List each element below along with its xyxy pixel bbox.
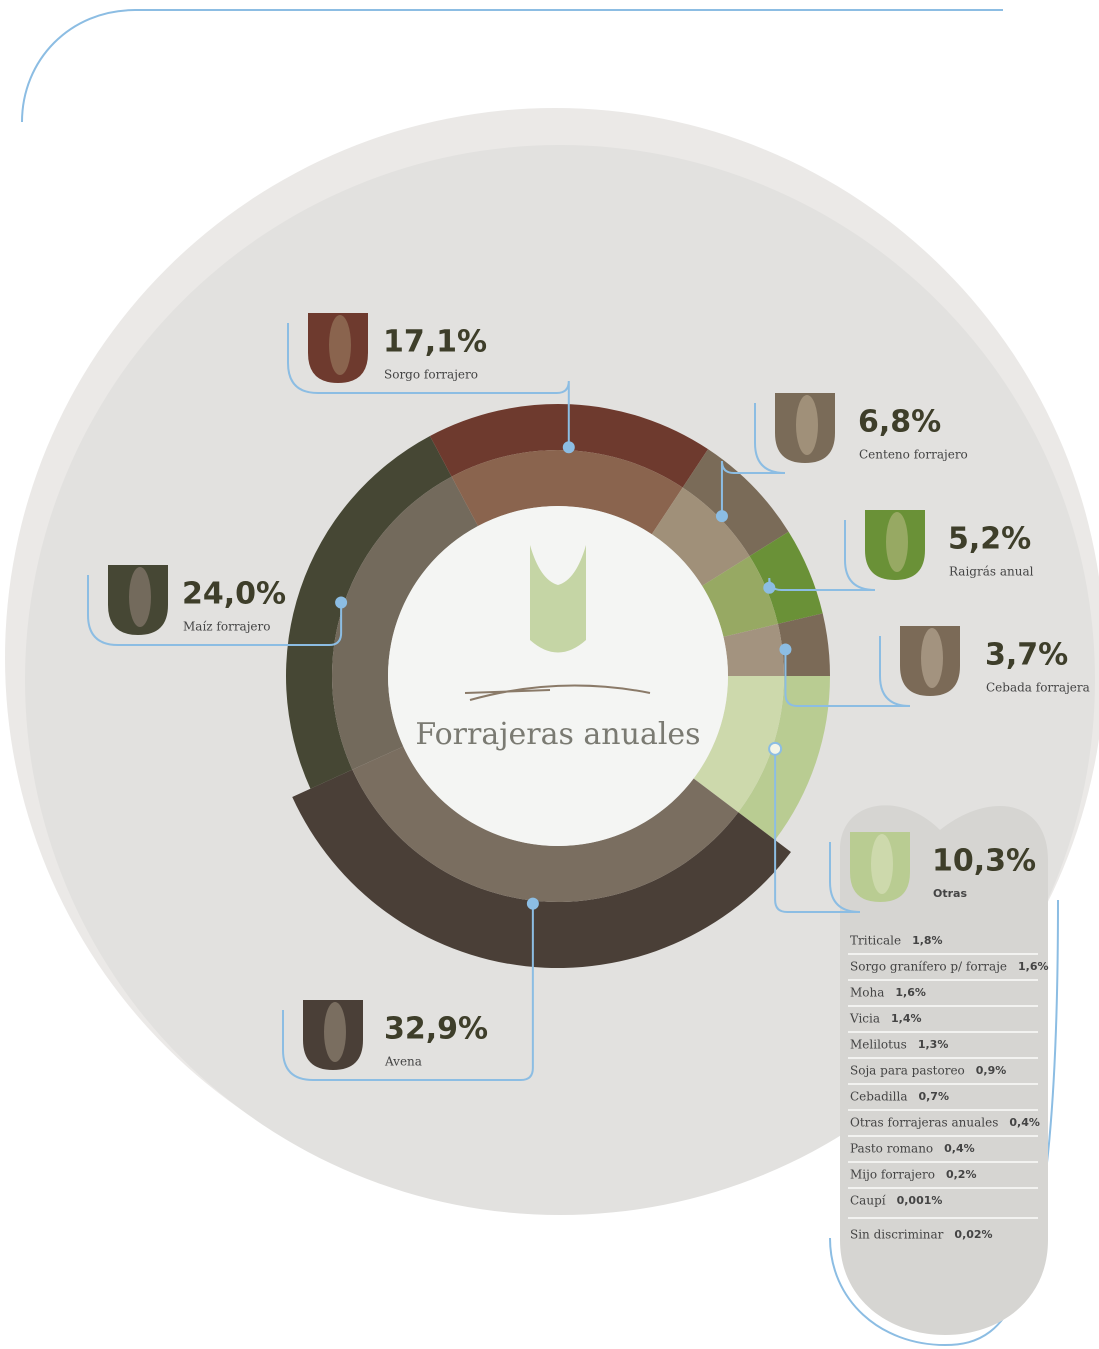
crop-icon-head [886,512,908,572]
center-disc [388,506,728,846]
breakdown-name: Triticale [850,934,901,948]
crop-icon-head [129,567,151,627]
leader-dot [780,644,790,654]
breakdown-value: 0,4% [944,1142,975,1155]
crop-icon-head [329,315,351,375]
breakdown-value: 1,8% [912,934,943,947]
percent-label: 6,8% [858,405,941,440]
chart-title: Forrajeras anuales [415,717,700,752]
leader-dot [769,743,781,755]
infographic: Forrajeras anuales 10,3% Otras 32,9% Avena 2… [0,0,1099,1349]
breakdown-name: Sin discriminar [850,1228,944,1242]
breakdown-name: Mijo forrajero [850,1168,935,1182]
breakdown-value: 0,2% [946,1168,977,1181]
breakdown-name: Caupí [850,1194,886,1208]
percent-label: 5,2% [948,522,1031,557]
breakdown-name: Soja para pastoreo [850,1064,965,1078]
breakdown-name: Otras forrajeras anuales [850,1116,998,1130]
category-label: Raigrás anual [949,565,1034,579]
percent-label: 10,3% [932,844,1036,879]
breakdown-value: 1,6% [895,986,926,999]
crop-icon-head [796,395,818,455]
breakdown-value: 1,3% [918,1038,949,1051]
breakdown-name: Cebadilla [850,1090,907,1104]
percent-label: 17,1% [383,325,487,360]
decor-arc [22,10,1003,122]
percent-label: 32,9% [384,1012,488,1047]
breakdown-value: 0,9% [976,1064,1007,1077]
percent-label: 24,0% [182,577,286,612]
category-label: Avena [384,1055,422,1069]
leader-dot [528,899,538,909]
breakdown-value: 0,02% [954,1228,992,1241]
breakdown-name: Pasto romano [850,1142,933,1156]
percent-label: 3,7% [985,638,1068,673]
breakdown-name: Moha [850,986,884,1000]
leader-dot [336,598,346,608]
crop-icon-head [324,1002,346,1062]
breakdown-name: Vicia [849,1012,880,1026]
crop-icon-head [921,628,943,688]
category-label: Cebada forrajera [986,681,1090,695]
breakdown-value: 1,6% [1018,960,1049,973]
category-label: Centeno forrajero [859,448,968,462]
breakdown-value: 0,001% [897,1194,943,1207]
leader-dot [764,583,774,593]
category-label: Otras [933,887,967,900]
category-label: Maíz forrajero [183,620,271,634]
breakdown-value: 1,4% [891,1012,922,1025]
leader-dot [717,511,727,521]
category-label: Sorgo forrajero [384,368,478,382]
crop-icon-head [871,834,893,894]
breakdown-name: Melilotus [850,1038,907,1052]
leader-dot [564,442,574,452]
breakdown-name: Sorgo granífero p/ forraje [850,960,1007,974]
breakdown-value: 0,7% [918,1090,949,1103]
breakdown-value: 0,4% [1009,1116,1040,1129]
